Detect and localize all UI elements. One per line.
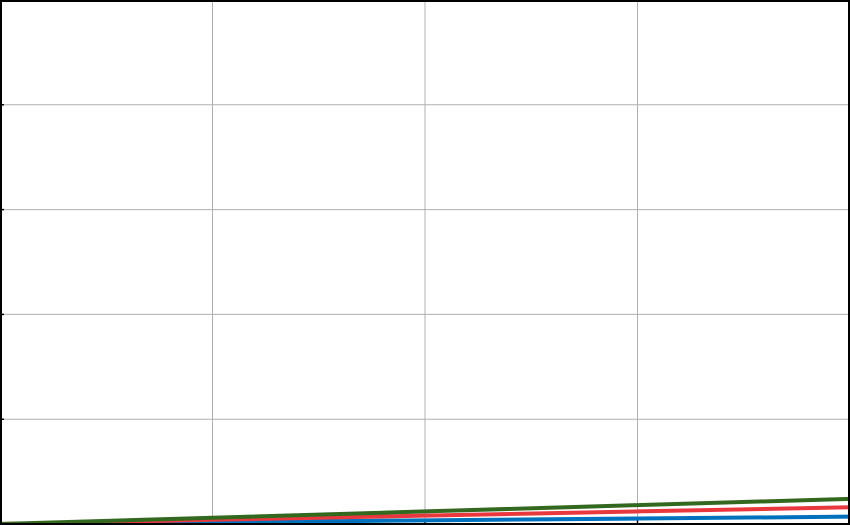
series-line-2 xyxy=(0,496,850,525)
series-lines xyxy=(0,496,850,525)
